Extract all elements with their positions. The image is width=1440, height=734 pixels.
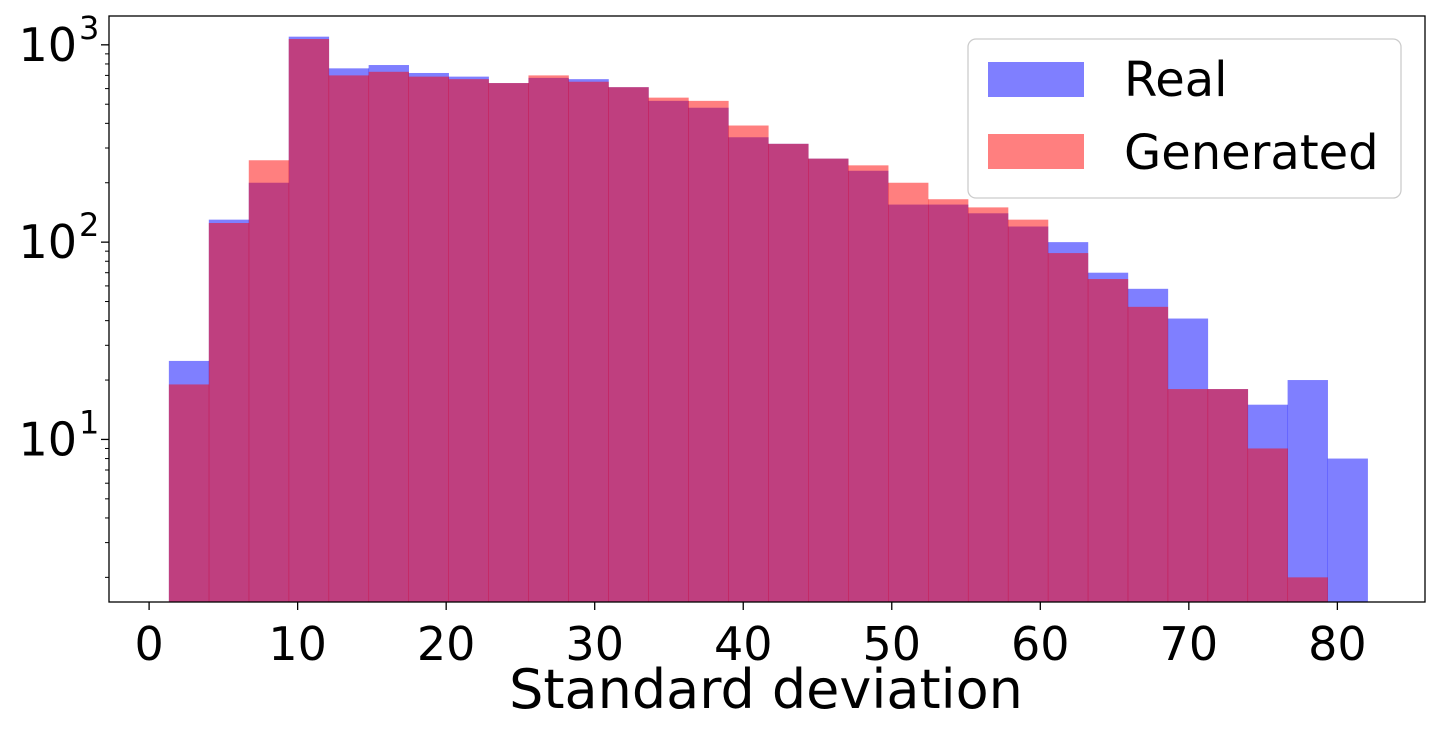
bar-generated-9 — [528, 75, 569, 602]
bar-generated-11 — [608, 87, 649, 603]
x-axis: 0 10 20 30 40 50 60 70 80 — [134, 602, 1367, 671]
bar-generated-18 — [888, 182, 929, 602]
x-tick-label-20: 20 — [417, 617, 476, 671]
legend-label-real: Real — [1124, 52, 1227, 108]
x-tick-label-50: 50 — [862, 617, 921, 671]
x-tick-label-30: 30 — [565, 617, 624, 671]
y-tick-label-100: 10 — [18, 215, 77, 269]
bar-generated-15 — [768, 143, 809, 602]
plot-frame — [108, 15, 1426, 603]
bar-generated-2 — [248, 160, 290, 602]
bar-generated-17 — [848, 165, 889, 602]
bar-generated-7 — [448, 79, 489, 602]
bar-generated-6 — [408, 76, 449, 603]
bar-generated-0 — [168, 384, 210, 602]
y-tick-label-1000: 10 — [18, 18, 77, 72]
legend-label-generated: Generated — [1124, 125, 1379, 181]
x-tick-label-10: 10 — [268, 617, 327, 671]
x-tick-label-70: 70 — [1160, 617, 1219, 671]
bar-generated-23 — [1087, 279, 1129, 602]
bar-generated-16 — [808, 158, 849, 602]
bar-generated-22 — [1047, 253, 1089, 602]
x-tick-label-80: 80 — [1308, 617, 1367, 671]
bar-generated-28 — [1287, 577, 1328, 602]
bar-generated-21 — [1007, 219, 1049, 602]
bar-generated-27 — [1247, 448, 1289, 602]
y-tick-label-10: 10 — [18, 412, 77, 466]
y-tick-exponent-1000: 3 — [79, 9, 99, 47]
bar-generated-24 — [1127, 306, 1169, 602]
bar-real-28 — [1287, 380, 1328, 602]
bar-generated-8 — [488, 83, 529, 602]
bar-generated-14 — [728, 125, 769, 603]
bar-generated-19 — [928, 199, 969, 602]
legend: Real Generated — [967, 38, 1402, 199]
bar-generated-3 — [288, 39, 330, 602]
bar-generated-4 — [328, 75, 370, 602]
bar-generated-13 — [688, 100, 729, 603]
bar-generated-5 — [368, 71, 409, 602]
y-tick-exponent-100: 2 — [79, 206, 99, 244]
legend-swatch-real — [988, 62, 1084, 97]
x-tick-label-0: 0 — [134, 617, 163, 671]
x-tick-label-40: 40 — [714, 617, 773, 671]
bar-generated-12 — [648, 97, 689, 602]
x-axis-label: Standard deviation — [509, 658, 1023, 721]
bar-generated-1 — [208, 223, 250, 602]
x-tick-label-60: 60 — [1011, 617, 1070, 671]
y-tick-exponent-10: 1 — [79, 403, 99, 441]
bar-generated-10 — [568, 81, 609, 603]
legend-swatch-generated — [988, 134, 1084, 169]
series-generated-bars — [168, 39, 1328, 603]
bar-generated-25 — [1167, 389, 1209, 602]
bar-real-29 — [1327, 458, 1368, 602]
bar-generated-26 — [1207, 389, 1249, 602]
bar-generated-20 — [967, 207, 1009, 602]
